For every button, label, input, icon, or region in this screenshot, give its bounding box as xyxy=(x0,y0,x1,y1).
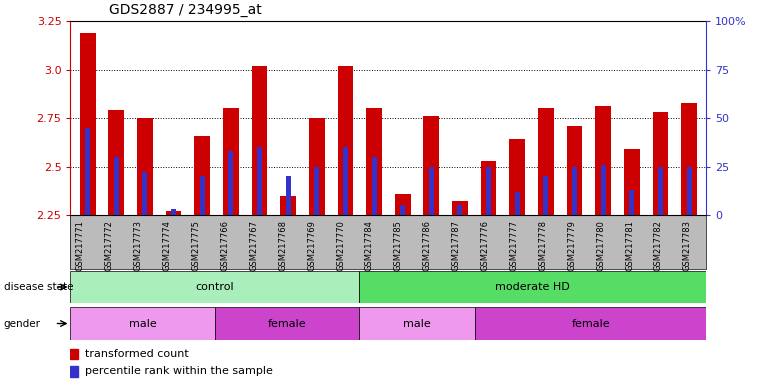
Bar xyxy=(251,66,267,215)
Text: GSM217774: GSM217774 xyxy=(162,220,172,271)
Bar xyxy=(70,307,215,340)
Text: female: female xyxy=(571,318,610,329)
Text: GSM217770: GSM217770 xyxy=(336,220,345,271)
Bar xyxy=(452,202,468,215)
Bar xyxy=(142,172,147,215)
Bar xyxy=(543,176,548,215)
Text: GSM217769: GSM217769 xyxy=(307,220,316,271)
Text: GSM217773: GSM217773 xyxy=(134,220,142,271)
Text: male: male xyxy=(129,318,156,329)
Text: GSM217785: GSM217785 xyxy=(394,220,403,271)
Bar xyxy=(171,209,176,215)
Bar xyxy=(509,139,525,215)
Bar xyxy=(314,167,319,215)
Text: GSM217787: GSM217787 xyxy=(452,220,460,271)
Text: female: female xyxy=(268,318,306,329)
Text: GSM217783: GSM217783 xyxy=(683,220,692,271)
Bar xyxy=(630,190,634,215)
Text: GSM217780: GSM217780 xyxy=(596,220,605,271)
Bar xyxy=(686,167,692,215)
Text: GSM217782: GSM217782 xyxy=(654,220,663,271)
Text: transformed count: transformed count xyxy=(85,349,188,359)
Text: GSM217766: GSM217766 xyxy=(221,220,230,271)
Bar xyxy=(137,118,152,215)
Text: moderate HD: moderate HD xyxy=(496,282,570,292)
Bar xyxy=(165,211,182,215)
Bar xyxy=(195,136,210,215)
Bar xyxy=(359,307,475,340)
Text: GSM217771: GSM217771 xyxy=(76,220,85,271)
Bar xyxy=(653,112,668,215)
Bar xyxy=(70,271,359,303)
Text: GSM217768: GSM217768 xyxy=(278,220,287,271)
Bar xyxy=(475,307,706,340)
Bar xyxy=(109,110,124,215)
Text: gender: gender xyxy=(4,318,41,329)
Text: control: control xyxy=(195,282,234,292)
Text: GSM217781: GSM217781 xyxy=(625,220,634,271)
Bar xyxy=(343,147,348,215)
Bar xyxy=(372,157,377,215)
Bar xyxy=(215,307,359,340)
Bar xyxy=(515,192,520,215)
Bar xyxy=(681,103,697,215)
Bar xyxy=(257,147,262,215)
Bar xyxy=(70,366,78,376)
Bar xyxy=(658,167,663,215)
Bar xyxy=(567,126,582,215)
Bar xyxy=(481,161,496,215)
Text: male: male xyxy=(404,318,431,329)
Bar xyxy=(400,205,405,215)
Bar xyxy=(486,167,491,215)
Bar xyxy=(424,116,439,215)
Bar xyxy=(228,151,234,215)
Text: GSM217776: GSM217776 xyxy=(480,220,489,271)
Bar xyxy=(366,108,382,215)
Bar xyxy=(624,149,640,215)
Bar xyxy=(538,108,554,215)
Text: GSM217777: GSM217777 xyxy=(509,220,519,271)
Text: GSM217767: GSM217767 xyxy=(249,220,258,271)
Bar xyxy=(85,128,90,215)
Bar xyxy=(359,271,706,303)
Bar xyxy=(280,195,296,215)
Text: percentile rank within the sample: percentile rank within the sample xyxy=(85,366,273,376)
Bar xyxy=(70,349,78,359)
Text: GSM217786: GSM217786 xyxy=(423,220,432,271)
Bar xyxy=(338,66,353,215)
Bar xyxy=(601,165,606,215)
Text: GSM217784: GSM217784 xyxy=(365,220,374,271)
Bar xyxy=(286,176,290,215)
Bar xyxy=(309,118,325,215)
Text: GDS2887 / 234995_at: GDS2887 / 234995_at xyxy=(109,3,261,17)
Bar xyxy=(572,167,577,215)
Text: GSM217778: GSM217778 xyxy=(538,220,547,271)
Text: GSM217779: GSM217779 xyxy=(567,220,576,271)
Bar xyxy=(80,33,96,215)
Bar xyxy=(429,167,434,215)
Bar xyxy=(223,108,239,215)
Bar xyxy=(114,157,119,215)
Bar xyxy=(200,176,205,215)
Text: disease state: disease state xyxy=(4,282,74,292)
Text: GSM217775: GSM217775 xyxy=(192,220,201,271)
Text: GSM217772: GSM217772 xyxy=(105,220,114,271)
Bar xyxy=(595,106,611,215)
Bar xyxy=(394,194,411,215)
Bar xyxy=(457,205,463,215)
